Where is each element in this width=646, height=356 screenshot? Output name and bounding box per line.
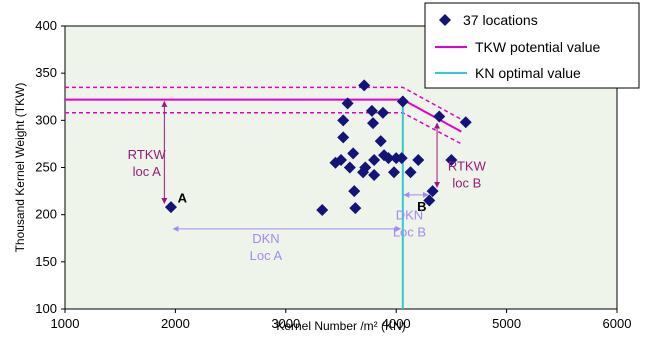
data-point [335, 153, 347, 166]
data-point [349, 202, 362, 215]
x-tick-label: 5000 [492, 316, 521, 331]
data-point [412, 153, 425, 166]
data-point [343, 161, 356, 174]
dkn-loc-a-label-line2: Loc A [250, 248, 283, 263]
data-point [359, 161, 372, 174]
legend-label-locations: 37 locations [463, 12, 538, 28]
data-point [445, 153, 458, 166]
point-b-label: B [417, 199, 426, 214]
legend-label-tkw: TKW potential value [475, 39, 600, 55]
data-point [396, 95, 409, 108]
data-point [387, 166, 400, 179]
legend: 37 locations TKW potential value KN opti… [424, 2, 640, 89]
y-tick-label: 150 [35, 254, 57, 269]
data-point [433, 110, 446, 123]
data-point [164, 201, 177, 214]
data-point [368, 153, 381, 166]
legend-diamond-icon [439, 14, 451, 26]
data-point [337, 131, 350, 144]
data-point [341, 97, 354, 110]
point-a-label: A [178, 190, 188, 205]
x-axis-ticks: 1000 2000 3000 4000 5000 6000 [51, 309, 632, 331]
tkw-band-upper [65, 86, 462, 121]
data-point [358, 79, 371, 92]
legend-label-kn: KN optimal value [475, 65, 581, 81]
x-tick-label: 6000 [603, 316, 632, 331]
data-point [367, 117, 380, 130]
y-tick-label: 400 [35, 18, 57, 33]
annotation-arrows [161, 100, 441, 232]
y-tick-label: 300 [35, 112, 57, 127]
data-point [316, 203, 329, 216]
y-tick-label: 350 [35, 65, 57, 80]
data-point [374, 135, 387, 148]
rtkw-loc-b-label-line2: loc B [452, 175, 481, 190]
x-axis-label: Kernel Number /m² (KN) [276, 319, 405, 333]
y-tick-label: 200 [35, 207, 57, 222]
data-point [423, 194, 436, 207]
data-point [347, 147, 360, 160]
y-axis-label: Thousand Kernel Weight (TKW) [13, 83, 27, 253]
x-tick-label: 2000 [161, 316, 190, 331]
data-point [365, 104, 378, 117]
y-tick-label: 250 [35, 160, 57, 175]
data-point [404, 166, 417, 179]
data-point [337, 114, 350, 127]
dkn-loc-b-label-line1: DKN [396, 207, 423, 222]
rtkw-loc-b-label-line1: RTKW [448, 158, 487, 173]
data-point [459, 116, 472, 129]
dkn-loc-a-label-line1: DKN [252, 231, 279, 246]
data-point [395, 152, 408, 165]
rtkw-loc-a-label-line1: RTKW [128, 147, 167, 162]
x-tick-label: 4000 [382, 316, 411, 331]
y-axis-ticks: 100 150 200 250 300 350 400 [35, 18, 65, 316]
data-point [376, 106, 389, 119]
x-tick-label: 3000 [271, 316, 300, 331]
data-point [426, 185, 439, 198]
y-tick-label: 100 [35, 301, 57, 316]
data-point [368, 169, 381, 182]
dkn-loc-b-label-line2: Loc B [393, 224, 426, 239]
data-point [382, 152, 395, 165]
rtkw-loc-a-label-line2: loc A [133, 164, 162, 179]
data-point [348, 185, 361, 198]
x-tick-label: 1000 [51, 316, 80, 331]
data-points [164, 79, 472, 216]
